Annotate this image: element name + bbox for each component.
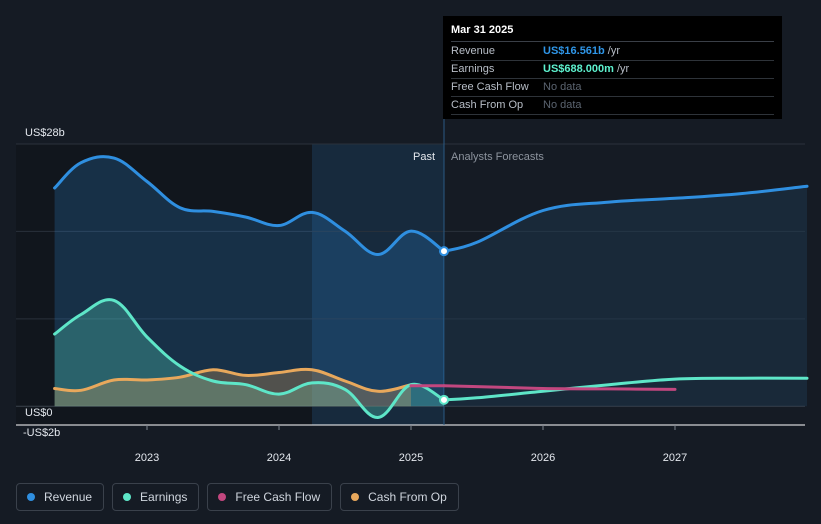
tooltip-row-cash-from-op: Cash From Op No data [451, 97, 774, 115]
earnings-line [53, 298, 446, 419]
tooltip-label: Free Cash Flow [451, 81, 529, 93]
tooltip-value: No data [543, 81, 582, 93]
marker-point [439, 246, 449, 257]
x-tick-label: 2023 [135, 452, 159, 464]
x-tick-label: 2024 [267, 452, 291, 464]
tooltip-value: No data [543, 99, 582, 111]
legend-item-earnings[interactable]: Earnings [112, 483, 200, 511]
y-axis-zero-label: US$0 [25, 407, 53, 419]
legend-label: Earnings [140, 490, 188, 504]
legend-item-revenue[interactable]: Revenue [16, 483, 105, 511]
y-axis-bottom-label: -US$2b [23, 427, 60, 439]
y-axis-top-label: US$28b [25, 127, 65, 139]
earnings-area [54, 299, 444, 418]
cash-from-op-line [53, 367, 413, 393]
tooltip-label: Cash From Op [451, 99, 524, 111]
free-cash-flow-forecast-line [442, 384, 677, 391]
tooltip-value: US$16.561b [543, 45, 605, 57]
legend-label: Cash From Op [368, 490, 447, 504]
tooltip-date: Mar 31 2025 [451, 23, 774, 42]
tooltip-row-free-cash-flow: Free Cash Flow No data [451, 79, 774, 97]
legend-dot-icon [218, 493, 227, 501]
tooltip-label: Revenue [451, 45, 496, 57]
tooltip-label: Earnings [451, 63, 495, 75]
revenue-earnings-chart: US$28b US$0 -US$2b Past Analysts Forecas… [16, 94, 809, 464]
x-tick-label: 2027 [663, 452, 687, 464]
past-label: Past [413, 151, 435, 163]
revenue-forecast-line [442, 184, 809, 253]
tooltip-unit: /yr [616, 63, 630, 75]
tooltip-row-revenue: Revenue US$16.561b /yr [451, 43, 774, 61]
cash-from-op-area [54, 369, 411, 407]
earnings-forecast-line [442, 376, 809, 402]
legend-dot-icon [351, 493, 360, 501]
x-tick-label: 2025 [399, 452, 423, 464]
tooltip-unit: /yr [607, 45, 620, 57]
revenue-line [53, 155, 446, 257]
x-tick-label: 2026 [531, 452, 555, 464]
legend-label: Revenue [44, 490, 93, 504]
tooltip-value: US$688.000m [543, 63, 614, 75]
data-tooltip: Mar 31 2025 Revenue US$16.561b /yr Earni… [443, 16, 782, 119]
forecast-label: Analysts Forecasts [451, 151, 544, 163]
legend-label: Free Cash Flow [235, 490, 321, 504]
tooltip-row-earnings: Earnings US$688.000m /yr [451, 61, 774, 79]
revenue-forecast-area [444, 186, 807, 407]
chart-legend: Revenue Earnings Free Cash Flow Cash Fro… [16, 483, 459, 511]
legend-item-free-cash-flow[interactable]: Free Cash Flow [207, 483, 333, 511]
legend-item-cash-from-op[interactable]: Cash From Op [340, 483, 459, 511]
legend-dot-icon [123, 493, 132, 501]
marker-point [439, 394, 449, 405]
legend-dot-icon [27, 493, 35, 501]
